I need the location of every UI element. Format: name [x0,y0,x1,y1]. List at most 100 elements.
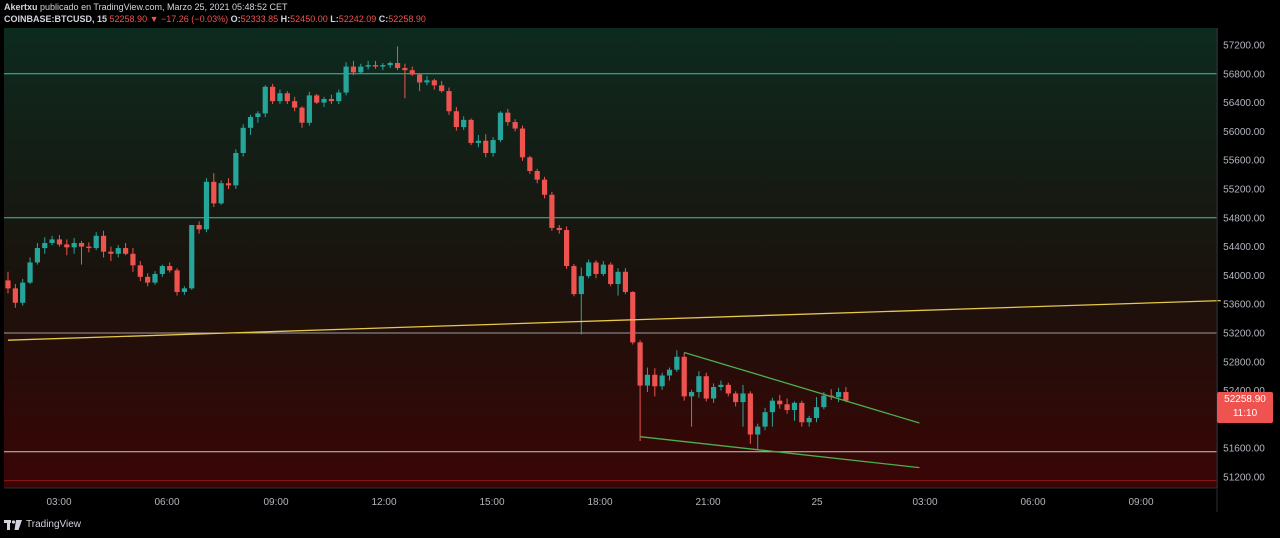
candle-body [145,276,151,283]
candle-body [806,417,812,423]
tradingview-brand[interactable]: TradingView [4,519,81,530]
candle-body [424,80,430,83]
candle-body [497,112,504,141]
candle-body [762,412,768,427]
candle-body [784,404,790,411]
close-value: 52258.90 [388,14,426,24]
candle-body [189,225,195,289]
current-price-tag: 52258.90 11:10 [1217,392,1273,423]
open-label: O: [230,14,241,24]
time-tick-label: 15:00 [479,497,504,508]
candle-body [56,239,63,245]
candle-body [586,262,592,277]
candle-body [740,393,746,403]
candle-body [196,225,202,230]
candle-body [306,95,312,123]
candle-body [277,93,283,102]
price-tick-label: 54000.00 [1223,271,1265,282]
candle-body [20,282,26,303]
price-tick-label: 55600.00 [1223,156,1265,167]
ohlc-legend: COINBASE:BTCUSD, 15 52258.90 ▼ −17.26 (−… [4,14,426,24]
candle-body [292,101,298,108]
candle-body [593,262,599,274]
candle-body [100,235,107,252]
current-price-value: 52258.90 [1224,394,1266,405]
candle-body [644,374,651,386]
time-tick-label: 09:00 [263,497,288,508]
candle-body [203,181,210,230]
price-tick-label: 54800.00 [1223,213,1265,224]
trendline [684,351,920,424]
candle-body [78,243,85,247]
candle-body [358,66,364,73]
candle-body [233,153,239,186]
candle-body [622,271,628,292]
candle-body [453,111,459,128]
price-change: −17.26 (−0.03%) [161,14,229,24]
change-arrow-icon: ▼ [149,14,159,24]
candle-body [211,181,217,204]
candle-body [417,74,423,83]
candle-body [600,264,606,274]
candle-body [152,273,158,283]
candle-body [321,99,327,103]
candle-body [350,66,357,73]
high-label: H: [280,14,291,24]
tradingview-logo-icon [4,519,22,530]
price-tick-label: 54400.00 [1223,242,1265,253]
candle-body [769,400,775,413]
time-axis[interactable]: 03:00 06:00 09:00 12:00 15:00 18:00 21:00 25 03:… [46,497,1153,508]
price-tick-label: 51600.00 [1223,444,1265,455]
trendline [7,299,1221,341]
candle-body [270,86,276,102]
candle-body [527,157,533,171]
candle-body [218,183,224,204]
candle-body [835,392,842,398]
candle-body [343,66,349,93]
candle-body [696,376,702,393]
candle-body [262,86,268,114]
candle-body [843,392,849,401]
open-value: 52333.85 [240,14,279,24]
candle-body [725,384,731,394]
candle-body [534,171,540,180]
plot-area[interactable] [4,28,1218,488]
candle-body [137,265,143,277]
candle-body [681,356,687,397]
candle-body [571,266,577,295]
symbol-label: COINBASE:BTCUSD, 15 [4,14,108,24]
price-axis[interactable]: 57200.00 56800.00 56400.00 56000.00 55600.00… [1223,41,1265,484]
candle-body [12,288,18,303]
candle-body [42,243,48,249]
candle-body [336,92,342,102]
candle-body [578,276,584,295]
price-tick-label: 51200.00 [1223,473,1265,484]
publish-info: Akertxu publicado en TradingView.com, Ma… [4,2,288,12]
candle-body [328,99,334,102]
price-tick-label: 52400.00 [1223,386,1265,397]
price-tick-label: 52800.00 [1223,357,1265,368]
candle-body [652,374,658,387]
brand-label: TradingView [26,519,82,530]
candle-body [365,65,371,67]
candle-body [483,140,489,153]
time-tick-label: 03:00 [46,497,71,508]
candle-body [718,384,724,387]
candle-body [115,248,121,254]
time-tick-label: 25 [811,497,823,508]
candle-body [733,393,739,403]
candle-body [130,253,136,266]
time-tick-label: 18:00 [587,497,612,508]
time-tick-label: 03:00 [912,497,937,508]
candle-body [431,80,437,86]
candle-body [549,194,555,228]
candle-body [181,288,187,292]
candle-body [674,356,680,370]
candle-body [93,235,99,249]
candle-body [556,227,562,231]
low-label: L: [330,14,339,24]
price-tick-label: 56400.00 [1223,98,1265,109]
candle-body [777,400,783,405]
bar-countdown: 11:10 [1232,408,1258,419]
